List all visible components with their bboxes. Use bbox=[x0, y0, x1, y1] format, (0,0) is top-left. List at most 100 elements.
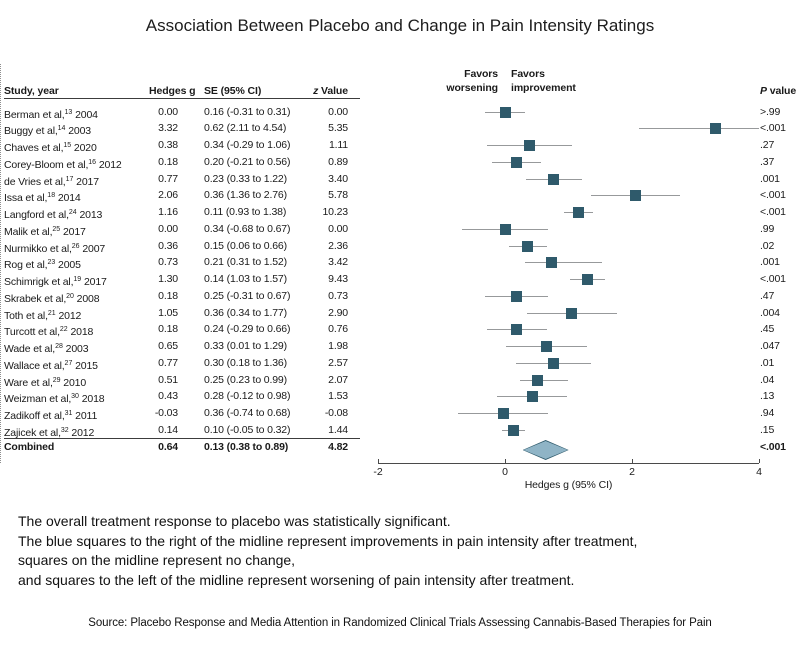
se-ci-cell: 0.15 (0.06 to 0.66) bbox=[204, 239, 287, 252]
table-header-rule bbox=[4, 98, 360, 99]
se-ci-cell: 0.25 (-0.31 to 0.67) bbox=[204, 289, 291, 302]
p-value-cell: .001 bbox=[760, 172, 780, 185]
se-ci-cell: 0.14 (1.03 to 1.57) bbox=[204, 273, 287, 285]
table-row: Buggy et al,14 2003 3.32 0.62 (2.11 to 4.5… bbox=[0, 120, 800, 137]
hedges-g-cell: 0.14 bbox=[158, 423, 178, 436]
study-cell: Weizman et al,30 2018 bbox=[4, 393, 105, 406]
z-value-cell: 10.23 bbox=[322, 206, 348, 218]
study-cell: Rog et al,23 2005 bbox=[4, 259, 81, 272]
effect-square bbox=[548, 173, 560, 185]
table-row: Schimrigk et al,19 2017 1.30 0.14 (1.03 to… bbox=[0, 271, 800, 288]
hedges-g-cell: 0.51 bbox=[158, 373, 178, 386]
z-value-cell: 2.90 bbox=[328, 306, 348, 319]
study-cell: Turcott et al,22 2018 bbox=[4, 326, 94, 339]
effect-square bbox=[573, 207, 585, 218]
z-value-cell: 2.57 bbox=[328, 356, 348, 369]
p-value-cell: <.001 bbox=[760, 122, 786, 135]
hedges-g-cell: 0.73 bbox=[158, 256, 178, 269]
se-ci-cell: 0.33 (0.01 to 1.29) bbox=[204, 340, 287, 352]
x-axis bbox=[378, 463, 759, 464]
effect-square bbox=[522, 240, 534, 252]
effect-square bbox=[548, 357, 560, 369]
effect-square bbox=[526, 391, 538, 403]
reference-superscript: 28 bbox=[55, 343, 63, 350]
p-value-cell: .04 bbox=[760, 373, 775, 386]
study-cell: Wallace et al,27 2015 bbox=[4, 359, 98, 372]
se-ci-cell: 0.34 (-0.29 to 1.06) bbox=[204, 139, 291, 151]
reference-superscript: 14 bbox=[57, 125, 66, 133]
p-value-cell: <.001 bbox=[760, 189, 786, 202]
effect-square bbox=[566, 307, 578, 319]
reference-superscript: 25 bbox=[52, 225, 61, 233]
hedges-g-cell: 0.00 bbox=[158, 105, 178, 118]
column-header-study-year: Study, year bbox=[4, 85, 59, 97]
source-note: Source: Placebo Response and Media Atten… bbox=[88, 617, 712, 629]
study-cell: Issa et al,18 2014 bbox=[4, 192, 81, 205]
effect-square bbox=[582, 274, 594, 285]
p-value-cell: .99 bbox=[760, 222, 775, 235]
caption-line: The overall treatment response to placeb… bbox=[18, 513, 451, 529]
favors-improvement-label: Favors improvement bbox=[511, 68, 576, 94]
se-ci-cell: 0.20 (-0.21 to 0.56) bbox=[204, 155, 291, 168]
z-value-cell: 5.78 bbox=[328, 189, 348, 202]
zero-midline bbox=[0, 64, 1, 463]
se-ci-cell: 0.13 (0.38 to 0.89) bbox=[204, 440, 289, 453]
p-value-cell: .94 bbox=[760, 407, 775, 419]
reference-superscript: 32 bbox=[60, 426, 69, 434]
column-header-p-value: P value bbox=[760, 85, 797, 97]
effect-square bbox=[710, 123, 722, 135]
effect-square bbox=[540, 341, 552, 352]
p-value-cell: .27 bbox=[760, 139, 775, 151]
z-value-cell: 1.11 bbox=[328, 139, 348, 151]
p-value-cell: <.001 bbox=[760, 273, 786, 285]
combined-diamond-fill bbox=[523, 441, 568, 459]
hedges-g-cell: -0.03 bbox=[154, 407, 178, 419]
table-row: Issa et al,18 2014 2.06 0.36 (1.36 to 2.76… bbox=[0, 187, 800, 204]
study-cell: Buggy et al,14 2003 bbox=[4, 125, 91, 138]
study-cell: Langford et al,24 2013 bbox=[4, 209, 103, 221]
table-row: Ware et al,29 2010 0.51 0.25 (0.23 to 0.99… bbox=[0, 372, 800, 389]
z-value-cell: 1.53 bbox=[328, 390, 348, 403]
study-cell: Skrabek et al,20 2008 bbox=[4, 292, 100, 305]
se-ci-cell: 0.10 (-0.05 to 0.32) bbox=[204, 423, 291, 436]
z-value-cell: 0.76 bbox=[328, 323, 348, 336]
hedges-g-cell: 1.16 bbox=[158, 206, 178, 218]
figure-caption: The overall treatment response to placeb… bbox=[18, 512, 637, 590]
favors-worsening-label: Favors worsening bbox=[446, 68, 498, 94]
se-ci-cell: 0.36 (1.36 to 2.76) bbox=[204, 189, 287, 202]
se-ci-cell: 0.25 (0.23 to 0.99) bbox=[204, 373, 287, 386]
effect-square bbox=[510, 156, 522, 168]
hedges-g-cell: 0.38 bbox=[158, 139, 178, 151]
p-value-cell: .01 bbox=[760, 356, 775, 369]
column-header-hedges-g: Hedges g bbox=[149, 85, 196, 97]
table-row: Zadikoff et al,31 2011 -0.03 0.36 (-0.74 t… bbox=[0, 405, 800, 422]
study-cell: Ware et al,29 2010 bbox=[4, 376, 87, 389]
se-ci-cell: 0.21 (0.31 to 1.52) bbox=[204, 256, 287, 269]
reference-superscript: 17 bbox=[65, 175, 74, 183]
axis-tick bbox=[759, 459, 760, 463]
study-cell: de Vries et al,17 2017 bbox=[4, 175, 99, 188]
reference-superscript: 21 bbox=[47, 309, 56, 317]
hedges-g-cell: 0.77 bbox=[158, 356, 178, 369]
table-row: Wade et al,28 2003 0.65 0.33 (0.01 to 1.29… bbox=[0, 338, 800, 355]
table-row: Toth et al,21 2012 1.05 0.36 (0.34 to 1.77… bbox=[0, 305, 800, 322]
hedges-g-cell: 2.06 bbox=[158, 189, 178, 202]
z-value-cell: 1.44 bbox=[328, 423, 348, 436]
p-value-cell: .47 bbox=[760, 289, 775, 302]
se-ci-cell: 0.34 (-0.68 to 0.67) bbox=[204, 222, 291, 235]
reference-superscript: 15 bbox=[63, 142, 72, 149]
column-header-z-value: z Value bbox=[313, 85, 348, 97]
ci-line bbox=[638, 128, 759, 130]
se-ci-cell: 0.11 (0.93 to 1.38) bbox=[204, 206, 287, 218]
p-value-cell: .001 bbox=[760, 256, 780, 269]
x-axis-label: Hedges g (95% CI) bbox=[524, 479, 613, 491]
study-cell: Chaves et al,15 2020 bbox=[4, 142, 97, 154]
z-value-cell: 0.73 bbox=[328, 289, 348, 302]
hedges-g-cell: 0.77 bbox=[158, 172, 178, 185]
se-ci-cell: 0.23 (0.33 to 1.22) bbox=[204, 172, 287, 185]
axis-tick bbox=[378, 459, 379, 463]
table-row: Rog et al,23 2005 0.73 0.21 (0.31 to 1.52)… bbox=[0, 254, 800, 271]
se-ci-cell: 0.28 (-0.12 to 0.98) bbox=[204, 390, 291, 403]
reference-superscript: 29 bbox=[52, 376, 61, 384]
z-value-cell: 2.36 bbox=[328, 239, 348, 252]
